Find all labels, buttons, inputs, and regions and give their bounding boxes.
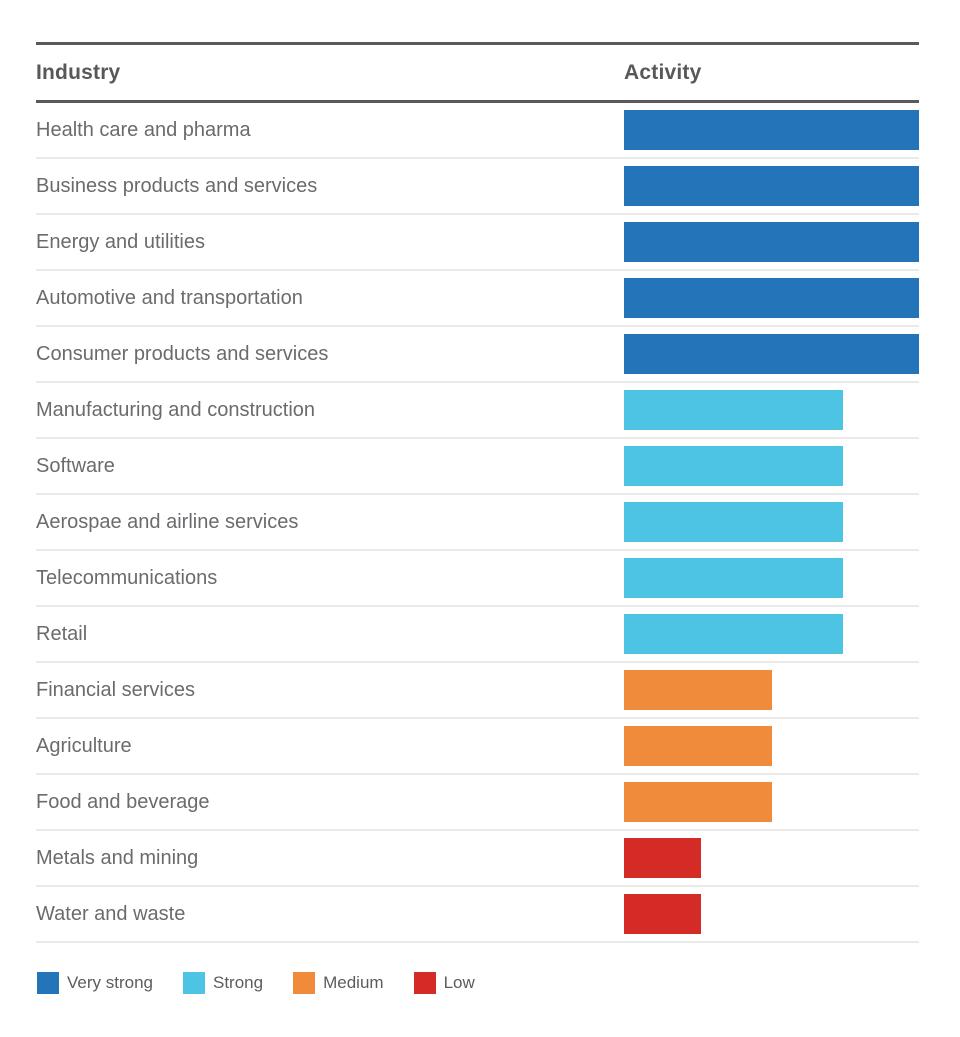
table-row: Health care and pharma [36, 103, 919, 159]
activity-bar-cell [624, 670, 919, 710]
activity-bar [624, 614, 843, 654]
legend-label: Medium [323, 973, 384, 992]
activity-bar-cell [624, 278, 919, 318]
activity-bar [624, 110, 919, 150]
table-row: Aerospae and airline services [36, 495, 919, 551]
table-row: Energy and utilities [36, 215, 919, 271]
legend-item: Medium [293, 972, 384, 994]
activity-bar-cell [624, 558, 919, 598]
legend-swatch [413, 972, 436, 994]
industry-name: Retail [36, 622, 88, 645]
industry-name: Financial services [36, 678, 195, 701]
legend-swatch [183, 972, 205, 994]
industry-name: Food and beverage [36, 790, 210, 813]
activity-bar [624, 782, 772, 822]
industry-name: Water and waste [36, 902, 186, 925]
table-row: Metals and mining [36, 831, 919, 887]
table-row: Water and waste [36, 887, 919, 943]
activity-bar [624, 222, 919, 262]
table-row: Agriculture [36, 719, 919, 775]
legend-item: Strong [183, 972, 263, 994]
industry-name: Agriculture [36, 734, 132, 757]
activity-bar [624, 726, 772, 766]
table-row: Business products and services [36, 159, 919, 215]
activity-column-header: Activity [624, 60, 702, 84]
activity-bar [624, 278, 919, 318]
activity-bar [624, 166, 919, 206]
industry-name: Software [36, 454, 115, 477]
legend-swatch [37, 972, 59, 994]
activity-bar-cell [624, 894, 919, 934]
activity-bar-cell [624, 502, 919, 542]
industry-name: Health care and pharma [36, 118, 251, 141]
industry-name: Aerospae and airline services [36, 510, 299, 533]
industry-name: Metals and mining [36, 846, 199, 869]
activity-bar-cell [624, 390, 919, 430]
industry-name: Consumer products and services [36, 342, 329, 365]
table-header-row: Industry Activity [36, 45, 919, 103]
activity-bar-cell [624, 166, 919, 206]
table-row: Financial services [36, 663, 919, 719]
activity-bar-cell [624, 726, 919, 766]
activity-bar [624, 670, 772, 710]
activity-bar [624, 334, 919, 374]
activity-bar [624, 446, 843, 486]
table-row: Automotive and transportation [36, 271, 919, 327]
activity-bar-cell [624, 334, 919, 374]
legend-item: Low [413, 972, 475, 994]
activity-bar [624, 502, 843, 542]
activity-bar-cell [624, 838, 919, 878]
table-body: Health care and pharma Business products… [36, 103, 919, 943]
activity-bar-cell [624, 222, 919, 262]
industry-name: Business products and services [36, 174, 318, 197]
legend-label: Low [443, 973, 475, 992]
industry-name: Manufacturing and construction [36, 398, 316, 421]
activity-bar [624, 558, 843, 598]
activity-bar [624, 838, 701, 878]
industry-column-header: Industry [36, 60, 121, 84]
table-row: Software [36, 439, 919, 495]
legend-swatch [293, 972, 316, 994]
activity-bar-cell [624, 614, 919, 654]
activity-bar-cell [624, 446, 919, 486]
table-row: Retail [36, 607, 919, 663]
table-row: Telecommunications [36, 551, 919, 607]
legend-label: Strong [213, 973, 264, 992]
legend: Very strong Strong Medium Low [37, 972, 475, 994]
activity-bar-cell [624, 782, 919, 822]
activity-bar-cell [624, 110, 919, 150]
table-row: Manufacturing and construction [36, 383, 919, 439]
table-row: Food and beverage [36, 775, 919, 831]
legend-label: Very strong [67, 973, 153, 992]
industry-name: Energy and utilities [36, 230, 205, 253]
industry-name: Automotive and transportation [36, 286, 303, 309]
activity-bar [624, 390, 843, 430]
table-row: Consumer products and services [36, 327, 919, 383]
activity-bar [624, 894, 701, 934]
industry-name: Telecommunications [36, 566, 218, 589]
industry-activity-table: Industry Activity Health care and pharma… [36, 42, 919, 943]
legend-item: Very strong [37, 972, 153, 994]
